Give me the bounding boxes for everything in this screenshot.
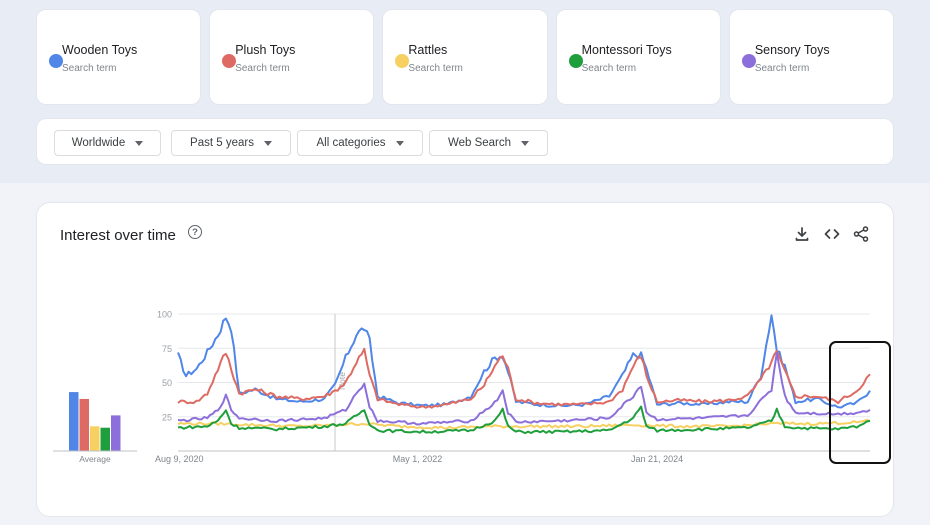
term-name: Wooden Toys (62, 43, 138, 57)
help-icon[interactable]: ? (188, 225, 202, 239)
filter-time-range-dropdown[interactable]: Past 5 years (171, 130, 291, 156)
term-card-rattles[interactable]: Rattles Search term (382, 9, 548, 105)
term-color-dot (49, 54, 63, 68)
term-type-label: Search term (235, 63, 290, 74)
interest-over-time-card: Interest over time ? (36, 202, 894, 517)
term-name: Rattles (408, 43, 448, 57)
term-name: Montessori Toys (581, 43, 672, 57)
share-icon[interactable] (852, 225, 870, 243)
term-card-montessori-toys[interactable]: Montessori Toys Search term (555, 9, 721, 105)
term-color-dot (395, 54, 410, 68)
search-terms-row: Wooden Toys Search term Plush Toys Searc… (36, 9, 895, 105)
term-type-label: Search term (754, 63, 810, 74)
term-type-label: Search term (62, 63, 117, 74)
filter-label: Past 5 years (190, 137, 254, 149)
filter-location-dropdown[interactable]: Worldwide (54, 130, 161, 156)
filter-label: Web Search (447, 137, 512, 149)
chart-title: Interest over time (60, 227, 176, 244)
term-color-dot (741, 54, 756, 68)
embed-code-icon[interactable] (823, 225, 841, 243)
chevron-down-icon (263, 140, 272, 146)
term-type-label: Search term (581, 63, 637, 74)
term-card-wooden-toys[interactable]: Wooden Toys Search term (36, 9, 202, 105)
term-name: Plush Toys (235, 43, 296, 57)
term-card-sensory-toys[interactable]: Sensory Toys Search term (728, 9, 895, 105)
download-icon[interactable] (793, 225, 811, 243)
term-card-plush-toys[interactable]: Plush Toys Search term (209, 9, 375, 105)
filter-bar: Worldwide Past 5 years All categories We… (36, 118, 894, 165)
term-color-dot (568, 54, 583, 68)
filter-label: Worldwide (71, 137, 126, 149)
term-type-label: Search term (408, 63, 463, 74)
term-name: Sensory Toys (754, 43, 830, 57)
filter-category-dropdown[interactable]: All categories (297, 130, 423, 156)
filter-label: All categories (316, 137, 386, 149)
chevron-down-icon (521, 140, 530, 146)
chevron-down-icon (395, 140, 404, 146)
filter-search-type-dropdown[interactable]: Web Search (429, 130, 548, 156)
term-color-dot (222, 54, 237, 68)
chevron-down-icon (135, 140, 144, 146)
